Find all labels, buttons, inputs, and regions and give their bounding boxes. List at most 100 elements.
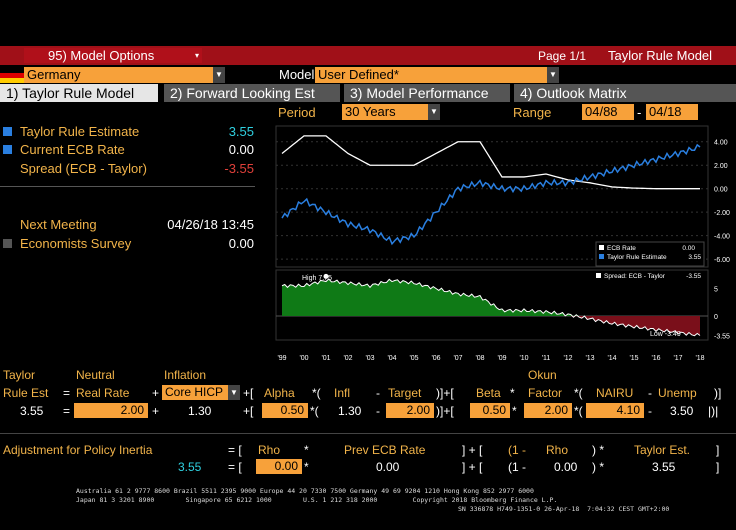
x-tick-label: '04 [387,355,396,362]
nairu-input[interactable]: 4.10 [586,403,644,418]
tab-taylor-rule-model[interactable]: 1) Taylor Rule Model [0,84,158,102]
tab-label: 2) Forward Looking Est [170,85,315,101]
close-plus-bracket: ] + [ [462,460,483,474]
minus-sign: - [376,386,380,400]
target-input[interactable]: 2.00 [386,403,434,418]
formula-rule-est-label: Rule Est [3,386,49,400]
formula-factor-label: Factor [528,386,563,400]
x-tick-label: '02 [343,355,352,362]
x-tick-label: '13 [585,355,594,362]
times-paren: *( [574,404,583,418]
unemp-value: 3.50 [670,404,694,418]
economists-survey-value: 0.00 [228,236,254,251]
range-label: Range [513,105,552,120]
next-meeting-value: 04/26/18 13:45 [167,217,254,232]
spread-line [281,278,701,337]
plus-bracket: +[ [243,404,254,418]
tab-label: 3) Model Performance [350,85,489,101]
alpha-input[interactable]: 0.50 [262,403,308,418]
x-tick-label: '09 [497,355,506,362]
tab-outlook-matrix[interactable]: 4) Outlook Matrix [514,84,736,102]
chevron-down-icon: ▾ [194,51,199,60]
legend-swatch-ecb [599,245,604,250]
y-tick-label: -4.00 [714,234,730,241]
inflation-base-value: 1.30 [188,404,212,418]
economists-survey-label: Economists Survey [20,236,132,251]
range-start-input[interactable]: 04/88 [582,104,634,120]
low-annotation: Low -3.49 [650,331,681,338]
model-select[interactable]: User Defined* ▼ [315,67,559,83]
taylor-estimate-label: Taylor Rule Estimate [20,124,140,139]
legend-spread-value: -3.55 [686,273,701,280]
period-label: Period [278,105,316,120]
period-select[interactable]: 30 Years ▼ [342,104,440,120]
prev-ecb-value: 0.00 [376,460,400,474]
country-value: Germany [27,67,81,82]
factor-input[interactable]: 2.00 [524,403,572,418]
formula-taylor-label: Taylor [3,368,36,382]
footer-serial: SN 336878 H749-1351-0 26-Apr-18 7:04:32 … [458,505,670,513]
times-paren: *( [310,404,319,418]
rho-input[interactable]: 0.00 [256,459,302,474]
tab-label: 4) Outlook Matrix [520,85,627,101]
plus-sign: + [152,386,160,400]
range-separator: - [637,105,642,120]
prev-ecb-label: Prev ECB Rate [344,443,426,457]
minus-sign: - [376,404,380,418]
ecb-rate-value: 0.00 [228,142,254,157]
model-options-button[interactable]: 95) Model Options ▾ [24,48,202,63]
footer-contacts: Australia 61 2 9777 8600 Brazil 5511 239… [76,487,534,495]
y-tick-label: 0 [714,314,718,321]
germany-flag-icon [0,68,24,83]
minus-sign: - [648,404,652,418]
close-times: ) * [592,460,604,474]
taylor-estimate-line [281,143,701,246]
chevron-down-icon: ▼ [228,385,240,400]
y-tick-label: 4.00 [714,140,728,147]
one-minus-label: (1 - [508,443,526,457]
tab-model-performance[interactable]: 3) Model Performance [344,84,510,102]
x-tick-label: '14 [607,355,616,362]
y-tick-label: 5 [714,287,718,294]
inertia-label: Adjustment for Policy Inertia [3,443,153,457]
beta-input[interactable]: 0.50 [470,403,510,418]
range-end-input[interactable]: 04/18 [646,104,698,120]
x-tick-label: '00 [299,355,308,362]
formula-alpha-label: Alpha [264,386,295,400]
checkbox-icon[interactable] [3,239,12,248]
legend-swatch-spread [596,273,601,278]
tab-forward-looking-est[interactable]: 2) Forward Looking Est [164,84,340,102]
checkbox-icon[interactable] [3,145,12,154]
inflation-measure-select[interactable]: Core HICP ▼ [162,385,240,400]
plus-sign: + [152,404,160,418]
taylor-est-value: 3.55 [652,460,676,474]
spread-area-positive [282,278,700,316]
times-paren: *( [312,386,321,400]
close-bracket: )] [714,386,722,400]
country-select[interactable]: Germany ▼ [24,67,225,83]
one-minus-label: (1 - [508,460,526,474]
inertia-rho-label: Rho [258,443,281,457]
legend-taylor-value: 3.55 [688,254,701,261]
checkbox-icon[interactable] [3,127,12,136]
close-bracket: ] [716,460,720,474]
tab-label: 1) Taylor Rule Model [6,85,135,101]
legend-swatch-taylor [599,254,604,259]
equals-sign: = [63,404,71,418]
chart-area: 4.00 2.00 0.00 -2.00 -4.00 -6.00 5 0 -3.55 '99 '… [275,125,730,362]
infl-value: 1.30 [338,404,362,418]
legend-ecb-value: 0.00 [682,245,695,252]
y-tick-label: -2.00 [714,210,730,217]
x-tick-label: '11 [542,355,551,362]
equals-bracket: = [ [228,460,242,474]
rule-est-value: 3.55 [20,404,44,418]
x-tick-label: '03 [365,355,374,362]
formula-unemp-label: Unemp [658,386,697,400]
x-tick-label: '12 [563,355,572,362]
close-plus-bracket: )]+[ [436,404,454,418]
formula-okun-label: Okun [528,368,557,382]
legend-spread-label: Spread: ECB - Taylor [604,273,666,280]
real-rate-input[interactable]: 2.00 [74,403,148,418]
x-tick-label: '07 [453,355,462,362]
inflation-measure-value: Core HICP [165,385,224,399]
